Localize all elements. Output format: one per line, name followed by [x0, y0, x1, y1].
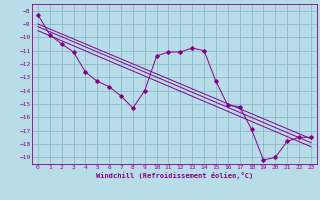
- X-axis label: Windchill (Refroidissement éolien,°C): Windchill (Refroidissement éolien,°C): [96, 172, 253, 179]
